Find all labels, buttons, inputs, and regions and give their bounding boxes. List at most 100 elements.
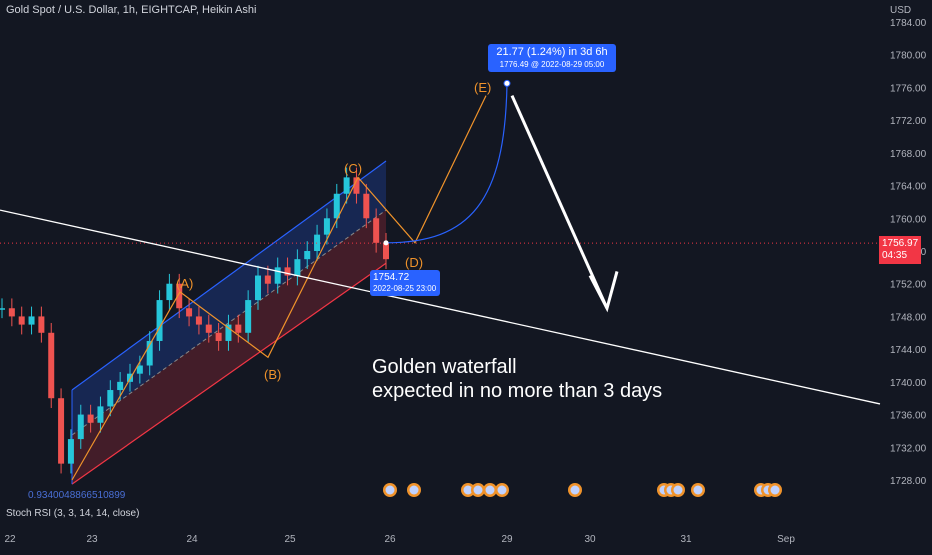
measure-box[interactable]: 21.77 (1.24%) in 3d 6h 1776.49 @ 2022-08… xyxy=(488,44,616,72)
y-tick-label: 1752.00 xyxy=(890,280,927,291)
candle-body xyxy=(166,283,173,301)
current-price-tag[interactable]: 1756.97 04:35 xyxy=(879,236,921,264)
y-tick-label: 1780.00 xyxy=(890,51,927,62)
y-tick-label: 1732.00 xyxy=(890,443,927,454)
point-price: 1754.72 xyxy=(373,272,410,283)
bar-countdown: 04:35 xyxy=(882,250,908,261)
wave-label-d: (D) xyxy=(405,255,424,270)
candle-body xyxy=(373,218,380,243)
y-tick-label: 1760.00 xyxy=(890,214,927,225)
candle-body xyxy=(77,414,84,440)
projection-end-dot xyxy=(503,79,511,87)
wave-path xyxy=(71,95,487,481)
candle-body xyxy=(136,365,143,374)
flag-icon xyxy=(385,485,395,495)
fib-label: 0.9340048866510899 xyxy=(28,490,126,501)
candle-body xyxy=(294,259,301,276)
candle-body xyxy=(245,300,252,333)
candle-body xyxy=(205,324,212,333)
x-tick-label: 24 xyxy=(186,534,198,545)
wave-label-e: (E) xyxy=(474,80,492,95)
y-tick-label: 1772.00 xyxy=(890,116,927,127)
candle-body xyxy=(48,332,55,399)
candle-body xyxy=(215,332,222,341)
candle-body xyxy=(235,324,242,333)
y-tick-label: 1776.00 xyxy=(890,83,927,94)
y-tick-label: 1744.00 xyxy=(890,345,927,356)
projection-start-dot xyxy=(383,240,389,246)
candle-body xyxy=(363,193,370,219)
indicator-label[interactable]: Stoch RSI (3, 3, 14, 14, close) xyxy=(6,508,140,519)
measure-change: 21.77 (1.24%) in 3d 6h xyxy=(496,46,608,58)
y-tick-label: 1740.00 xyxy=(890,378,927,389)
candle-body xyxy=(28,316,35,325)
annotation-line-1: Golden waterfall xyxy=(372,356,517,378)
candle-body xyxy=(38,316,45,333)
candle-body xyxy=(353,177,360,194)
flag-icon xyxy=(485,485,495,495)
flag-icon xyxy=(673,485,683,495)
projection-curve xyxy=(385,83,508,244)
candle-body xyxy=(156,300,163,341)
candle-body xyxy=(146,340,153,366)
candle-body xyxy=(67,439,74,464)
candle-body xyxy=(117,381,124,391)
candle-body xyxy=(18,316,25,325)
wave-label-a: (A) xyxy=(176,276,194,291)
candle-body xyxy=(186,308,193,317)
channel-bottom-line xyxy=(71,262,387,485)
symbol-title[interactable]: Gold Spot / U.S. Dollar, 1h, EIGHTCAP, H… xyxy=(6,4,257,16)
candle-body xyxy=(343,177,350,194)
current-price: 1756.97 xyxy=(882,238,919,249)
candle-body xyxy=(127,373,133,382)
x-tick-label: 29 xyxy=(501,534,513,545)
candle-body xyxy=(225,324,232,341)
currency-label[interactable]: USD xyxy=(890,5,912,16)
candle-body xyxy=(333,193,340,219)
candle-body xyxy=(107,390,114,407)
flag-icon xyxy=(570,485,580,495)
flag-icon xyxy=(463,485,473,495)
y-tick-label: 1784.00 xyxy=(890,18,927,29)
candle-body xyxy=(264,275,271,284)
flag-icon xyxy=(473,485,483,495)
x-tick-label: 30 xyxy=(584,534,596,545)
candle-body xyxy=(255,275,261,301)
flag-icon xyxy=(693,485,703,495)
candle-body xyxy=(176,283,183,309)
waterfall-arrow xyxy=(510,94,609,309)
flag-icon xyxy=(409,485,419,495)
candle-body xyxy=(274,267,281,284)
candle-body xyxy=(284,267,291,276)
x-tick-label: 22 xyxy=(4,534,16,545)
candle-body xyxy=(97,406,104,423)
point-box[interactable]: 1754.72 2022-08-25 23:00 xyxy=(370,270,440,296)
channel-upper-fill xyxy=(72,161,386,436)
candle-body xyxy=(87,414,94,423)
annotation-text[interactable]: Golden waterfall expected in no more tha… xyxy=(372,355,662,403)
point-date: 2022-08-25 23:00 xyxy=(373,284,437,293)
x-tick-label: 31 xyxy=(680,534,692,545)
candle-body xyxy=(58,398,65,464)
y-tick-label: 1768.00 xyxy=(890,149,927,160)
candle-body xyxy=(314,234,321,251)
x-tick-label: 23 xyxy=(86,534,98,545)
x-tick-label: 26 xyxy=(384,534,396,545)
candle-body xyxy=(304,251,311,260)
y-tick-label: 1764.00 xyxy=(890,182,927,193)
x-tick-label: 25 xyxy=(284,534,296,545)
channel-lower-fill xyxy=(72,210,386,485)
flag-icon xyxy=(497,485,507,495)
y-tick-label: 1736.00 xyxy=(890,411,927,422)
x-tick-label: Sep xyxy=(777,534,795,545)
channel-top-line xyxy=(71,160,387,391)
candle-body xyxy=(0,308,5,310)
flag-icon xyxy=(770,485,780,495)
candle-body xyxy=(383,242,389,260)
trend-line xyxy=(0,209,881,405)
candle-body xyxy=(8,308,15,317)
wave-label-b: (B) xyxy=(264,367,282,382)
candle-body xyxy=(195,316,202,325)
